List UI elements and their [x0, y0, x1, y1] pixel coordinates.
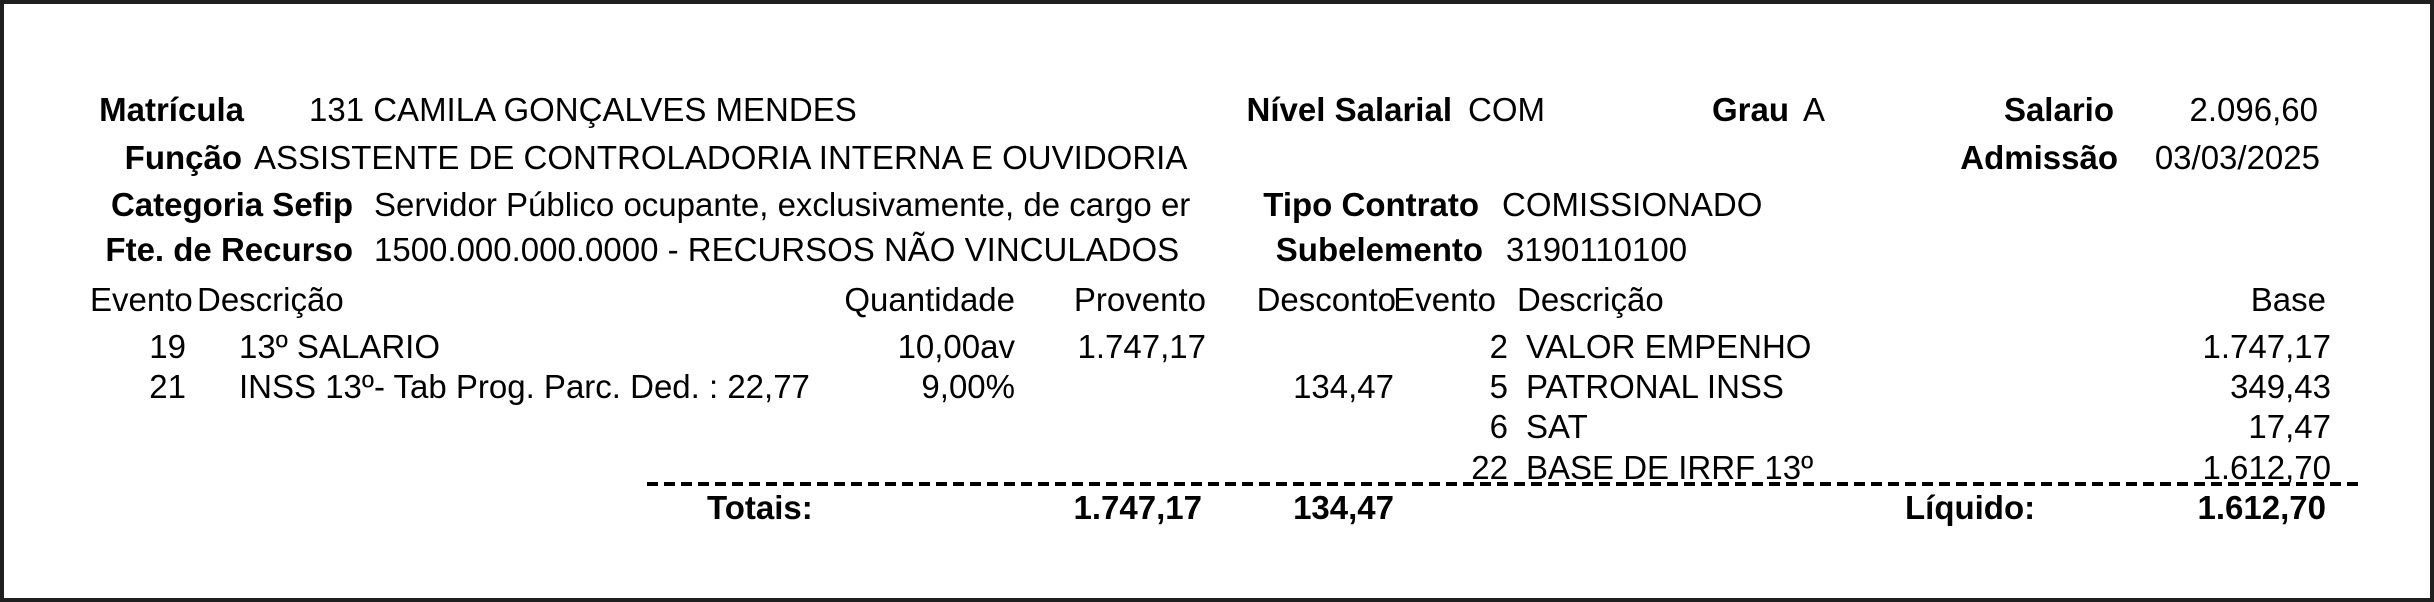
fte-recurso-label: Fte. de Recurso	[105, 231, 353, 268]
nivel-salarial-value: COM	[1468, 91, 1545, 128]
header-desconto: Desconto	[1256, 281, 1396, 318]
event-desconto: 134,47	[1293, 368, 1394, 405]
base-event-value: 17,47	[2248, 408, 2331, 445]
base-event-code: 2	[1489, 328, 1508, 365]
base-event-code: 6	[1489, 408, 1508, 445]
header-quantidade: Quantidade	[844, 281, 1015, 318]
funcao-label: Função	[124, 139, 242, 176]
categoria-sefip-value: Servidor Público ocupante, exclusivament…	[374, 186, 1191, 223]
subelemento-label: Subelemento	[1275, 231, 1483, 268]
tipo-contrato-label: Tipo Contrato	[1263, 186, 1479, 223]
base-event-value: 1.747,17	[2202, 328, 2331, 365]
base-event-code: 5	[1489, 368, 1508, 405]
liquido-value: 1.612,70	[2197, 489, 2326, 526]
event-description: 13º SALARIO	[239, 328, 440, 365]
event-quantity: 10,00av	[897, 328, 1015, 365]
totais-provento-value: 1.747,17	[1073, 489, 1202, 526]
base-event-description: BASE DE IRRF 13º	[1526, 449, 1814, 486]
event-code: 19	[149, 328, 186, 365]
event-description: INSS 13º- Tab Prog. Parc. Ded. : 22,77	[239, 368, 810, 405]
base-event-code: 22	[1471, 449, 1508, 486]
admissao-label: Admissão	[1960, 139, 2118, 176]
fte-recurso-value: 1500.000.000.0000 - RECURSOS NÃO VINCULA…	[374, 231, 1180, 268]
header-descricao-left: Descrição	[197, 281, 344, 318]
categoria-sefip-label: Categoria Sefip	[110, 186, 353, 223]
grau-label: Grau	[1711, 91, 1789, 128]
nivel-salarial-label: Nível Salarial	[1246, 91, 1452, 128]
totals-separator-line	[647, 482, 2362, 486]
funcao-value: ASSISTENTE DE CONTROLADORIA INTERNA E OU…	[254, 139, 1188, 176]
salario-value: 2.096,60	[2189, 91, 2318, 128]
header-evento-left: Evento	[90, 281, 193, 318]
base-event-description: PATRONAL INSS	[1526, 368, 1784, 405]
matricula-label: Matrícula	[99, 91, 244, 128]
header-base: Base	[2250, 281, 2326, 318]
event-quantity: 9,00%	[921, 368, 1015, 405]
liquido-label: Líquido:	[1905, 489, 2036, 526]
header-provento: Provento	[1073, 281, 1206, 318]
base-event-description: SAT	[1526, 408, 1588, 445]
event-code: 21	[149, 368, 186, 405]
grau-value: A	[1803, 91, 1826, 128]
base-event-description: VALOR EMPENHO	[1526, 328, 1812, 365]
matricula-value: 131 CAMILA GONÇALVES MENDES	[309, 91, 857, 128]
subelemento-value: 3190110100	[1506, 231, 1688, 268]
base-event-value: 349,43	[2230, 368, 2331, 405]
totais-label: Totais:	[707, 489, 813, 526]
event-provento: 1.747,17	[1077, 328, 1206, 365]
header-descricao-right: Descrição	[1517, 281, 1664, 318]
header-evento-right: Evento	[1393, 281, 1496, 318]
tipo-contrato-value: COMISSIONADO	[1502, 186, 1763, 223]
salario-label: Salario	[2003, 91, 2114, 128]
admissao-value: 03/03/2025	[2154, 139, 2320, 176]
totais-desconto-value: 134,47	[1293, 489, 1394, 526]
base-event-value: 1.612,70	[2202, 449, 2331, 486]
